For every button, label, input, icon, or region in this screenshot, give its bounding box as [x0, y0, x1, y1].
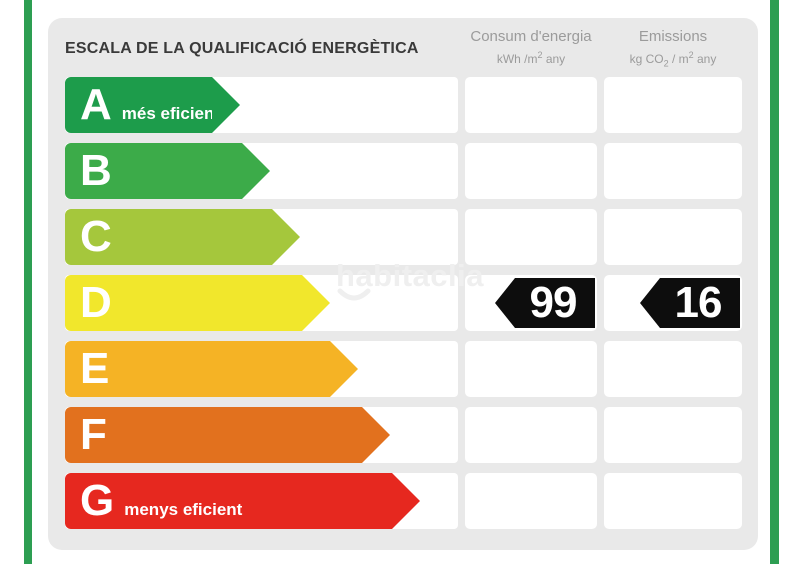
grade-letter-g: G — [80, 476, 115, 525]
consumption-cell-d: 99 — [465, 275, 597, 331]
grade-arrow-c: C — [65, 209, 300, 265]
grade-arrow-d: D — [65, 275, 330, 331]
emissions-cell-f — [604, 407, 742, 463]
grade-letter-b: B — [80, 146, 112, 195]
grade-letter-c: C — [80, 212, 112, 261]
emissions-cell-c — [604, 209, 742, 265]
consumption-header-label: Consum d'energia — [470, 28, 592, 45]
grade-row-c: C — [65, 209, 742, 265]
grade-arrow-tip-icon — [362, 407, 390, 463]
consumption-cell-g — [465, 473, 597, 529]
emissions-value-arrow: 16 — [640, 278, 740, 328]
right-frame-bar — [770, 0, 779, 564]
consumption-cell-e — [465, 341, 597, 397]
grade-row-a: A més eficient — [65, 77, 742, 133]
grade-arrow-b: B — [65, 143, 270, 199]
emissions-cell-d: 16 — [604, 275, 742, 331]
grade-letter-d: D — [80, 278, 112, 327]
value-arrow-tip-icon — [640, 278, 660, 328]
consumption-cell-b — [465, 143, 597, 199]
grade-arrow-tip-icon — [272, 209, 300, 265]
grade-arrow-a: A més eficient — [65, 77, 240, 133]
left-frame-bar — [24, 0, 32, 564]
habitaclia-watermark-text: habitaclia — [336, 258, 484, 293]
page-title: ESCALA DE LA QUALIFICACIÓ ENERGÈTICA — [65, 40, 419, 57]
emissions-cell-b — [604, 143, 742, 199]
grade-row-d: 99 16 D — [65, 275, 742, 331]
grade-arrow-tip-icon — [302, 275, 330, 331]
grade-row-e: E — [65, 341, 742, 397]
grade-note-a: més eficient — [121, 104, 221, 123]
grade-letter-f: F — [80, 410, 107, 459]
grade-letter-a: A — [80, 80, 112, 129]
grade-arrow-f: F — [65, 407, 390, 463]
emissions-cell-g — [604, 473, 742, 529]
consumption-unit-post: any — [542, 52, 566, 66]
emissions-unit-sup: 2 — [688, 50, 694, 60]
grade-row-f: F — [65, 407, 742, 463]
grade-row-g: G menys eficient — [65, 473, 742, 529]
grade-letter-e: E — [80, 344, 110, 393]
consumption-unit-pre: kWh /m — [496, 52, 538, 66]
habitaclia-watermark: habitaclia — [336, 258, 484, 301]
consumption-column-header: Consum d'energia kWh /m2 any — [465, 27, 597, 68]
emissions-header-label: Emissions — [638, 28, 708, 45]
emissions-header-unit: kg CO2 / m2 any — [604, 47, 742, 72]
emissions-value: 16 — [660, 278, 740, 328]
emissions-cell-a — [604, 77, 742, 133]
grade-arrow-tip-icon — [330, 341, 358, 397]
consumption-value: 99 — [515, 278, 595, 328]
consumption-unit-sup: 2 — [537, 50, 543, 60]
emissions-column-header: Emissions kg CO2 / m2 any — [604, 27, 742, 72]
grade-arrow-tip-icon — [242, 143, 270, 199]
consumption-cell-c — [465, 209, 597, 265]
consumption-value-arrow: 99 — [495, 278, 595, 328]
emissions-unit-pre: kg CO — [629, 52, 664, 66]
consumption-header-unit: kWh /m2 any — [465, 47, 597, 68]
grade-row-b: B — [65, 143, 742, 199]
smile-icon — [337, 288, 371, 301]
consumption-cell-f — [465, 407, 597, 463]
emissions-unit-post: any — [693, 52, 717, 66]
grade-arrow-tip-icon — [392, 473, 420, 529]
grade-arrow-g: G menys eficient — [65, 473, 420, 529]
grade-arrow-tip-icon — [212, 77, 240, 133]
emissions-unit-mid: / m — [668, 52, 689, 66]
consumption-cell-a — [465, 77, 597, 133]
energy-certificate-panel: ESCALA DE LA QUALIFICACIÓ ENERGÈTICA Con… — [48, 18, 758, 550]
emissions-cell-e — [604, 341, 742, 397]
value-arrow-tip-icon — [495, 278, 515, 328]
emissions-unit-sub: 2 — [663, 58, 669, 69]
grade-arrow-e: E — [65, 341, 358, 397]
grade-note-g: menys eficient — [124, 500, 243, 519]
